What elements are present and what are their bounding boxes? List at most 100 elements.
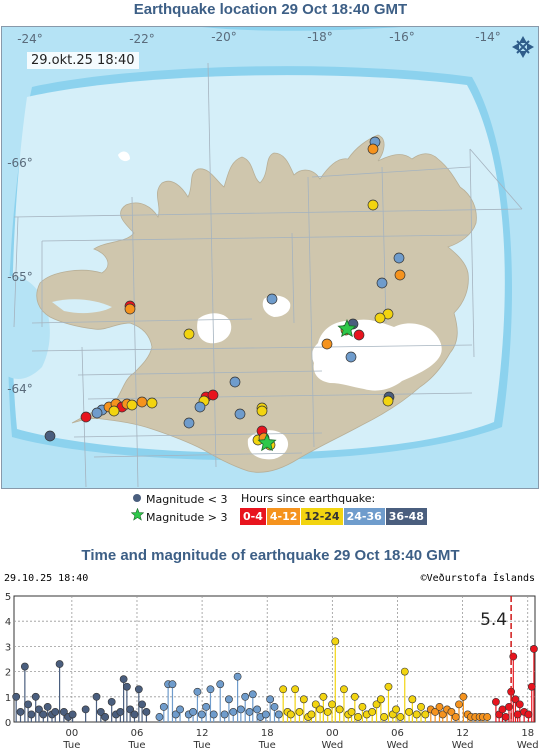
- magnitude-point[interactable]: [286, 710, 295, 719]
- magnitude-point[interactable]: [483, 713, 492, 721]
- magnitude-point[interactable]: [358, 702, 367, 711]
- magnitude-point[interactable]: [229, 708, 238, 716]
- magnitude-point[interactable]: [171, 710, 180, 719]
- magnitude-point[interactable]: [197, 710, 206, 719]
- magnitude-point[interactable]: [253, 705, 262, 714]
- earthquake-marker[interactable]: [44, 430, 56, 442]
- earthquake-map[interactable]: -24° -22° -20° -18° -16° -14° -66° -65° -64°: [1, 26, 539, 489]
- earthquake-marker[interactable]: [229, 376, 241, 388]
- magnitude-point[interactable]: [116, 708, 125, 716]
- magnitude-point[interactable]: [138, 700, 146, 709]
- magnitude-point[interactable]: [51, 708, 60, 716]
- magnitude-point[interactable]: [261, 710, 270, 719]
- earthquake-marker[interactable]: [393, 252, 405, 264]
- magnitude-point[interactable]: [498, 705, 507, 714]
- magnitude-point[interactable]: [107, 697, 116, 706]
- magnitude-point[interactable]: [354, 713, 362, 721]
- magnitude-point[interactable]: [400, 667, 409, 676]
- earthquake-marker[interactable]: [374, 312, 386, 324]
- magnitude-point[interactable]: [335, 705, 344, 714]
- earthquake-marker[interactable]: [124, 303, 136, 315]
- magnitude-point[interactable]: [225, 695, 233, 704]
- earthquake-marker[interactable]: [207, 389, 219, 401]
- earthquake-marker[interactable]: [136, 396, 148, 408]
- earthquake-marker[interactable]: [353, 329, 365, 341]
- magnitude-point[interactable]: [299, 695, 308, 704]
- magnitude-point[interactable]: [189, 708, 197, 716]
- magnitude-point[interactable]: [392, 705, 400, 714]
- magnitude-point[interactable]: [459, 692, 468, 701]
- large-earthquake-star[interactable]: [257, 432, 277, 452]
- earthquake-marker[interactable]: [376, 277, 388, 289]
- magnitude-point[interactable]: [408, 695, 417, 704]
- earthquake-marker[interactable]: [321, 338, 333, 350]
- magnitude-point[interactable]: [24, 700, 33, 709]
- magnitude-point[interactable]: [421, 710, 430, 719]
- magnitude-point[interactable]: [96, 708, 105, 716]
- magnitude-point[interactable]: [176, 705, 184, 714]
- magnitude-point[interactable]: [101, 713, 110, 721]
- magnitude-point[interactable]: [248, 690, 257, 699]
- magnitude-point[interactable]: [142, 708, 151, 716]
- magnitude-point[interactable]: [209, 710, 218, 719]
- magnitude-point[interactable]: [126, 705, 135, 714]
- magnitude-point[interactable]: [155, 713, 164, 721]
- magnitude-point[interactable]: [241, 692, 250, 701]
- magnitude-point[interactable]: [92, 692, 101, 701]
- magnitude-point[interactable]: [451, 713, 460, 721]
- magnitude-point[interactable]: [316, 705, 324, 714]
- magnitude-point[interactable]: [350, 692, 359, 701]
- earthquake-marker[interactable]: [382, 395, 394, 407]
- magnitude-point[interactable]: [35, 705, 43, 714]
- large-earthquake-star[interactable]: [337, 318, 357, 338]
- magnitude-point[interactable]: [412, 710, 421, 719]
- magnitude-point[interactable]: [193, 687, 202, 696]
- magnitude-point[interactable]: [206, 685, 215, 694]
- earthquake-marker[interactable]: [194, 401, 206, 413]
- magnitude-point[interactable]: [168, 680, 177, 689]
- earthquake-marker[interactable]: [91, 407, 103, 419]
- magnitude-point[interactable]: [527, 682, 536, 691]
- earthquake-marker[interactable]: [367, 143, 379, 155]
- magnitude-point[interactable]: [236, 705, 245, 714]
- earthquake-marker[interactable]: [234, 408, 246, 420]
- magnitude-point[interactable]: [279, 685, 288, 694]
- earthquake-marker[interactable]: [266, 293, 278, 305]
- magnitude-point[interactable]: [274, 710, 283, 719]
- magnitude-point[interactable]: [492, 697, 500, 706]
- magnitude-point[interactable]: [220, 710, 229, 719]
- magnitude-point[interactable]: [319, 692, 328, 701]
- earthquake-marker[interactable]: [394, 269, 406, 281]
- magnitude-point[interactable]: [328, 700, 336, 709]
- magnitude-point[interactable]: [122, 682, 131, 691]
- magnitude-point[interactable]: [396, 713, 405, 721]
- magnitude-point[interactable]: [16, 708, 25, 716]
- magnitude-point[interactable]: [134, 685, 143, 694]
- magnitude-point[interactable]: [417, 702, 425, 711]
- magnitude-point[interactable]: [524, 710, 533, 719]
- magnitude-point[interactable]: [447, 708, 456, 716]
- magnitude-point[interactable]: [435, 702, 444, 711]
- magnitude-point[interactable]: [347, 708, 356, 716]
- earthquake-marker[interactable]: [183, 328, 195, 340]
- magnitude-point[interactable]: [31, 692, 40, 701]
- earthquake-marker[interactable]: [367, 199, 379, 211]
- magnitude-point[interactable]: [216, 680, 225, 689]
- magnitude-point[interactable]: [291, 685, 300, 694]
- magnitude-point[interactable]: [270, 702, 279, 711]
- magnitude-point[interactable]: [323, 708, 332, 716]
- magnitude-point[interactable]: [81, 705, 90, 714]
- magnitude-point[interactable]: [384, 682, 393, 691]
- magnitude-point[interactable]: [405, 708, 413, 716]
- magnitude-point[interactable]: [380, 713, 389, 721]
- magnitude-point[interactable]: [68, 710, 77, 719]
- magnitude-point[interactable]: [55, 660, 64, 668]
- magnitude-point[interactable]: [501, 713, 510, 721]
- magnitude-point[interactable]: [513, 710, 522, 719]
- magnitude-point[interactable]: [307, 710, 316, 719]
- magnitude-point[interactable]: [43, 702, 52, 711]
- magnitude-point[interactable]: [311, 700, 320, 709]
- magnitude-point[interactable]: [331, 637, 340, 646]
- magnitude-point[interactable]: [245, 708, 254, 716]
- earthquake-marker[interactable]: [183, 417, 195, 429]
